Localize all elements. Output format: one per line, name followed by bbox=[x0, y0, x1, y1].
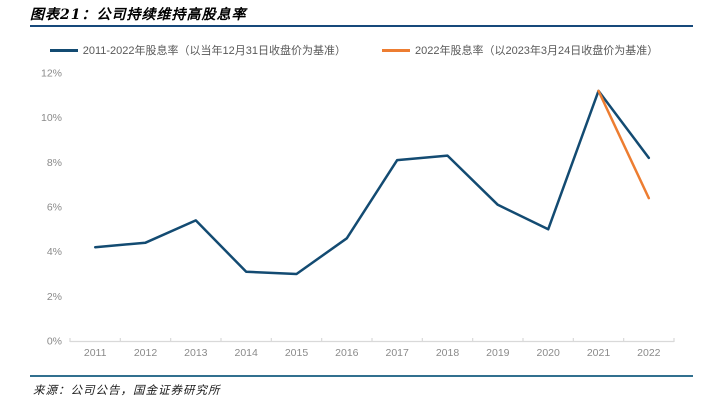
x-axis-label: 2019 bbox=[486, 347, 510, 359]
x-axis-label: 2012 bbox=[134, 347, 158, 359]
chart-title: 图表21：公司持续维持高股息率 bbox=[30, 7, 247, 23]
chart-legend: 2011-2022年股息率（以当年12月31日收盘价为基准） 2022年股息率（… bbox=[0, 42, 708, 58]
series-line-1 bbox=[597, 89, 651, 200]
x-axis-label: 2011 bbox=[84, 347, 107, 359]
x-axis-label: 2013 bbox=[184, 347, 208, 359]
x-axis-label: 2014 bbox=[234, 347, 258, 359]
footer-divider-rule bbox=[30, 375, 693, 377]
legend-label-blue-series: 2011-2022年股息率（以当年12月31日收盘价为基准） bbox=[82, 45, 346, 57]
y-axis-label: 12% bbox=[41, 68, 62, 80]
legend-item-blue-series: 2011-2022年股息率（以当年12月31日收盘价为基准） bbox=[49, 42, 346, 58]
title-divider-rule bbox=[30, 25, 693, 27]
y-axis-label: 0% bbox=[47, 336, 62, 348]
x-axis-label: 2016 bbox=[335, 347, 359, 359]
y-axis-label: 6% bbox=[47, 202, 62, 214]
y-axis-label: 2% bbox=[47, 291, 62, 303]
source-note: 来源：公司公告，国金证券研究所 bbox=[33, 383, 221, 397]
y-axis-label: 10% bbox=[41, 112, 62, 124]
x-axis-label: 2015 bbox=[285, 347, 309, 359]
x-axis-label: 2018 bbox=[436, 347, 460, 359]
y-axis-label: 4% bbox=[47, 246, 62, 258]
x-axis-label: 2021 bbox=[587, 347, 611, 359]
series-line-0 bbox=[93, 89, 651, 276]
blue-line-swatch-icon bbox=[49, 48, 78, 52]
y-axis-label: 8% bbox=[47, 157, 62, 169]
legend-label-orange-series: 2022年股息率（以2023年3月24日收盘价为基准） bbox=[414, 45, 659, 57]
x-axis-label: 2020 bbox=[536, 347, 560, 359]
x-axis-label: 2017 bbox=[385, 347, 409, 359]
legend-item-orange-series: 2022年股息率（以2023年3月24日收盘价为基准） bbox=[381, 42, 659, 58]
orange-line-swatch-icon bbox=[381, 48, 410, 52]
x-axis-label: 2022 bbox=[637, 347, 661, 359]
